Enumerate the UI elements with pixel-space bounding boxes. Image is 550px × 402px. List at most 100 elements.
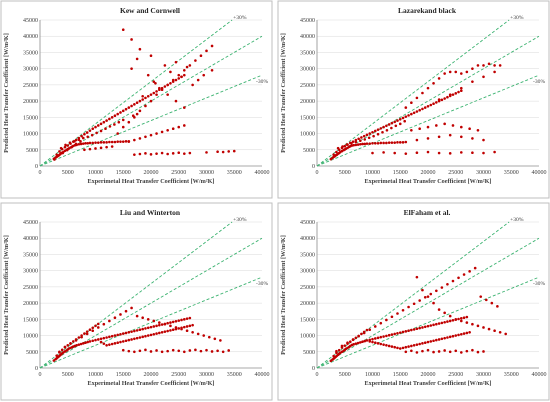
- data-point: [105, 141, 108, 144]
- y-tick-label: 0: [312, 164, 315, 170]
- data-point: [471, 137, 474, 140]
- data-point: [460, 135, 463, 139]
- data-point: [462, 332, 466, 335]
- data-point: [216, 150, 219, 154]
- data-point: [138, 336, 142, 339]
- x-tick-label: 10000: [365, 170, 380, 176]
- data-point: [371, 337, 374, 341]
- data-point: [371, 340, 374, 344]
- y-tick-label: 30000: [300, 269, 315, 275]
- data-point: [127, 140, 131, 143]
- y-axis-title: Predicted Heat Transfer Coefficient [W/m…: [280, 235, 287, 355]
- data-point: [138, 99, 142, 103]
- data-point: [96, 141, 100, 144]
- data-point: [55, 354, 58, 357]
- data-point: [358, 341, 362, 344]
- y-tick-label: 20000: [23, 301, 38, 307]
- data-point: [196, 332, 200, 336]
- data-point: [183, 350, 186, 354]
- y-tick-label: 25000: [23, 285, 38, 291]
- panel-title: Liu and Winterton: [120, 208, 181, 217]
- data-point: [127, 338, 131, 342]
- data-point: [96, 338, 100, 341]
- data-point: [79, 140, 82, 143]
- data-point: [460, 319, 463, 323]
- data-point: [174, 99, 178, 103]
- y-tick-label: 25000: [300, 285, 315, 291]
- data-point: [144, 152, 147, 155]
- data-point: [130, 104, 133, 108]
- panel-kew-cornwell: Kew and Cornwell 0 5000 10000 15000 20000 250…: [0, 0, 273, 199]
- data-point: [141, 327, 144, 331]
- y-tick-label: 10000: [23, 132, 38, 138]
- data-point: [116, 112, 119, 116]
- data-point: [104, 127, 107, 130]
- ref-line-plus30: [316, 19, 510, 167]
- data-point: [74, 142, 78, 146]
- panel-frame: [277, 202, 550, 401]
- data-point: [381, 130, 384, 134]
- data-point: [498, 64, 502, 67]
- data-point: [390, 345, 394, 348]
- data-point: [498, 331, 502, 334]
- data-point: [166, 152, 169, 156]
- data-point: [180, 318, 183, 322]
- data-point: [354, 336, 358, 340]
- data-point: [121, 118, 125, 122]
- x-tick-label: 15000: [116, 170, 131, 176]
- data-point: [457, 317, 460, 321]
- y-tick-label: 10000: [300, 132, 315, 138]
- y-tick-label: 25000: [23, 83, 38, 89]
- panel-title: Kew and Cornwell: [120, 6, 180, 15]
- y-tick-label: 40000: [300, 34, 315, 40]
- data-point: [443, 122, 446, 126]
- data-point: [113, 140, 117, 144]
- data-point: [91, 326, 95, 330]
- data-point: [191, 83, 194, 87]
- data-point: [194, 348, 197, 352]
- data-point: [376, 132, 380, 136]
- data-point: [166, 83, 169, 87]
- x-tick-label: 15000: [393, 372, 408, 378]
- data-point: [102, 342, 106, 345]
- data-point: [437, 350, 441, 353]
- x-tick-label: 20000: [421, 170, 436, 176]
- x-tick-label: 20000: [144, 170, 159, 176]
- data-point: [368, 328, 372, 332]
- data-point: [105, 343, 108, 347]
- data-point: [146, 334, 150, 337]
- data-point: [169, 70, 172, 74]
- data-point: [169, 329, 172, 332]
- data-point: [185, 329, 189, 332]
- data-point: [59, 146, 63, 150]
- data-point: [81, 342, 85, 345]
- data-point: [194, 59, 197, 62]
- data-point: [60, 348, 64, 352]
- data-point: [421, 349, 424, 353]
- data-point: [462, 316, 466, 320]
- data-point: [210, 350, 214, 353]
- data-point: [393, 332, 397, 336]
- data-point: [443, 349, 446, 352]
- data-point: [415, 110, 419, 113]
- data-point: [365, 133, 369, 137]
- data-point: [85, 131, 89, 134]
- data-point: [77, 138, 81, 142]
- data-point: [404, 350, 408, 354]
- data-point: [462, 273, 466, 276]
- data-point: [398, 331, 402, 334]
- data-point: [432, 102, 435, 106]
- data-point: [174, 326, 178, 329]
- data-point: [393, 141, 397, 144]
- data-point: [110, 334, 114, 338]
- data-point: [446, 282, 449, 286]
- data-point: [88, 129, 92, 132]
- data-point: [113, 342, 117, 345]
- data-point: [457, 90, 460, 94]
- data-point: [358, 142, 362, 146]
- data-point: [99, 129, 103, 133]
- data-point: [454, 318, 458, 321]
- data-point: [404, 140, 408, 144]
- data-point: [504, 332, 508, 336]
- y-tick-label: 35000: [300, 50, 315, 56]
